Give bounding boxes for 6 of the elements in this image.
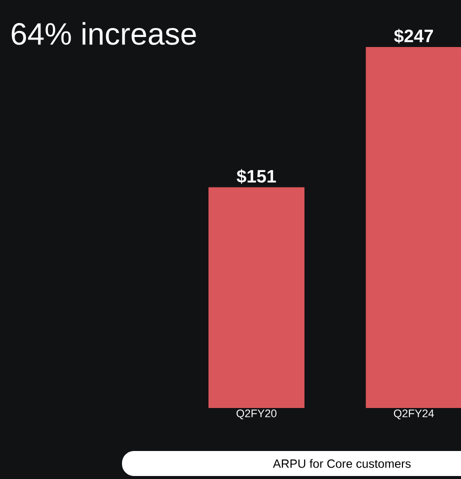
x-tick-label: Q2FY20 [236, 410, 276, 420]
data-label: $151 [236, 169, 276, 184]
chart-title: 64% increase [12, 22, 196, 45]
x-tick-label: Q2FY24 [394, 410, 434, 420]
data-label: $247 [394, 28, 433, 44]
text: ARPU for Core customers [272, 459, 411, 468]
